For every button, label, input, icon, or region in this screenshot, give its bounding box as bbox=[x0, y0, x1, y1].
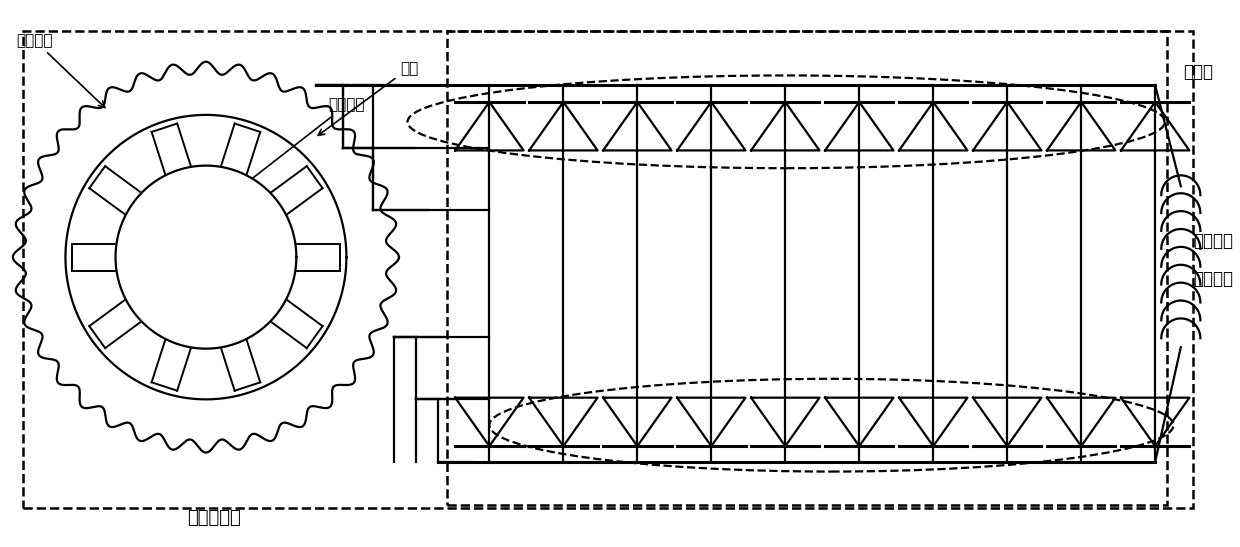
Text: 电枢绕组: 电枢绕组 bbox=[247, 97, 365, 183]
Text: 励磁绕组: 励磁绕组 bbox=[16, 33, 105, 108]
Text: 无刻励磁机: 无刻励磁机 bbox=[187, 509, 242, 527]
Text: 励磁绕组: 励磁绕组 bbox=[1193, 270, 1233, 288]
Polygon shape bbox=[115, 166, 296, 348]
Text: 主发电机: 主发电机 bbox=[1193, 232, 1233, 250]
Text: 磁极: 磁极 bbox=[319, 61, 418, 136]
Bar bbox=[22, 31, 1193, 508]
Text: 整流桥: 整流桥 bbox=[1183, 62, 1213, 80]
Bar bbox=[446, 31, 1167, 505]
